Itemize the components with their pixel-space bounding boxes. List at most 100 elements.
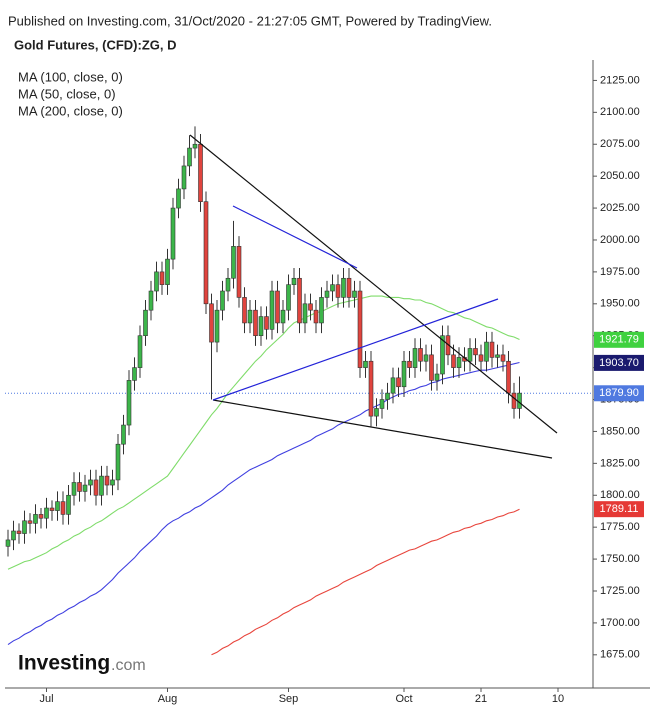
candle-body <box>297 277 302 324</box>
candle-body <box>220 290 225 311</box>
candle-body <box>121 424 126 445</box>
y-tick-label: 1800.00 <box>600 489 640 501</box>
candle-body <box>407 360 412 368</box>
x-tick-label: 10 <box>552 693 564 705</box>
candle-body <box>33 514 38 524</box>
candle-body <box>16 530 22 534</box>
ma-value-box <box>594 501 644 518</box>
legend-entry: MA (50, close, 0) <box>18 86 116 101</box>
ma-value-box <box>594 354 644 371</box>
candle-body <box>511 392 517 409</box>
logo-suffix: .com <box>111 657 146 674</box>
ma-value-box <box>594 331 644 348</box>
candle-body <box>55 501 60 511</box>
candle-body <box>396 377 401 388</box>
candle-body <box>110 479 115 486</box>
candle-body <box>176 188 181 209</box>
candle-body <box>357 290 363 368</box>
candle-body <box>77 482 82 492</box>
candle-body <box>423 354 429 362</box>
candle-body <box>346 277 352 298</box>
candle-body <box>374 408 379 417</box>
candle-body <box>93 479 99 496</box>
candle-body <box>434 373 440 381</box>
ma-line <box>7 295 520 570</box>
candle-body <box>500 354 506 362</box>
x-tick-label: 21 <box>475 693 487 705</box>
y-tick-label: 1975.00 <box>600 266 640 278</box>
candle-body <box>82 484 88 492</box>
y-tick-label: 1750.00 <box>600 553 640 565</box>
y-tick-label: 1850.00 <box>600 425 640 437</box>
candle-body <box>269 290 275 330</box>
ma-value-box-text: 1903.70 <box>599 357 639 369</box>
candle-body <box>38 514 44 519</box>
candle-body <box>440 335 445 375</box>
candle-body <box>341 277 346 298</box>
candle-body <box>27 520 33 524</box>
y-tick-label: 2000.00 <box>600 234 640 246</box>
candle-body <box>203 201 209 305</box>
candle-body <box>352 290 357 298</box>
y-tick-label: 2025.00 <box>600 202 640 214</box>
candle-body <box>88 479 93 486</box>
candle-body <box>302 303 308 324</box>
candle-body <box>253 309 258 337</box>
x-tick-label: Oct <box>395 693 412 705</box>
candle-body <box>170 207 176 260</box>
candle-body <box>385 392 390 400</box>
legend-entry: MA (200, close, 0) <box>18 103 123 118</box>
candle-body <box>49 507 55 511</box>
trend-line <box>212 298 499 401</box>
candle-body <box>495 354 500 358</box>
candle-body <box>247 309 253 324</box>
x-tick-label: Sep <box>279 693 299 705</box>
y-tick-label: 2100.00 <box>600 106 640 118</box>
price-box <box>594 385 644 402</box>
candle-body <box>165 258 170 285</box>
candle-body <box>379 399 385 409</box>
legend-entry: MA (100, close, 0) <box>18 69 123 84</box>
candle-body <box>368 360 374 417</box>
candle-body <box>324 290 330 298</box>
trend-line <box>212 399 553 459</box>
candle-body <box>280 309 286 324</box>
candle-body <box>330 284 335 292</box>
ma-line <box>211 508 520 656</box>
candle-body <box>445 335 451 356</box>
x-tick-label: Jul <box>39 693 53 705</box>
candle-body <box>143 309 148 337</box>
candle-body <box>214 309 220 343</box>
candle-body <box>429 354 434 381</box>
candle-body <box>258 316 264 337</box>
candle-body <box>60 501 66 515</box>
candle-body <box>115 443 121 481</box>
candle-body <box>291 277 297 285</box>
candle-body <box>159 271 165 285</box>
candle-body <box>313 309 319 324</box>
candle-body <box>478 354 484 362</box>
candle-body <box>198 143 203 202</box>
header: Published on Investing.com, 31/Oct/2020 … <box>8 13 492 28</box>
candle-body <box>187 147 192 167</box>
y-tick-label: 1950.00 <box>600 298 640 310</box>
candle-body <box>363 360 368 368</box>
plot <box>5 126 593 656</box>
candle-body <box>154 271 159 292</box>
y-tick-label: 2125.00 <box>600 74 640 86</box>
trend-line <box>189 134 558 434</box>
candle-body <box>5 539 11 547</box>
candle-body <box>209 303 214 343</box>
candle-body <box>418 348 423 362</box>
candle-body <box>126 380 132 426</box>
candle-body <box>71 482 77 496</box>
candle-body <box>181 165 187 190</box>
y-tick-label: 1675.00 <box>600 649 640 661</box>
candle-body <box>11 530 16 541</box>
logo: Investing <box>18 652 110 675</box>
candle-body <box>319 297 324 324</box>
candle-body <box>451 354 456 368</box>
candle-body <box>401 360 407 388</box>
candle-body <box>489 341 495 358</box>
